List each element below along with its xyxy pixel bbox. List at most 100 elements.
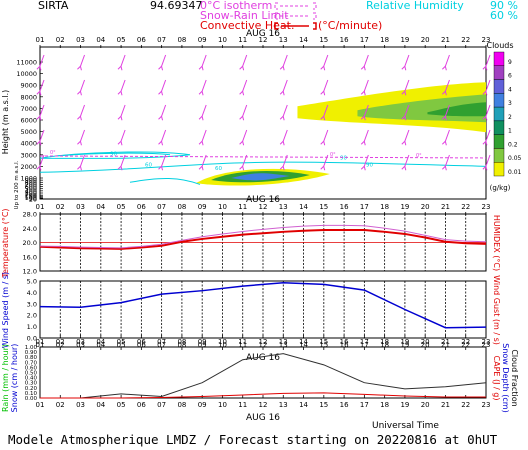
hour-tick-label: 22 — [461, 401, 470, 409]
wind-arrow — [441, 129, 450, 146]
hour-tick-label: 19 — [400, 338, 409, 346]
hour-tick-label: 01 — [36, 401, 45, 409]
wind-arrow-shaft — [363, 154, 369, 167]
wind-arrow-shaft — [444, 104, 450, 117]
hour-tick-label: 09 — [198, 203, 207, 211]
wind-arrow-shaft — [404, 129, 410, 142]
wind-arrow-head — [482, 165, 488, 171]
height-tick-label: 9000 — [20, 82, 37, 90]
upper-cloud-core-dense — [427, 102, 486, 117]
wind-arrow-shaft — [485, 104, 491, 117]
wind-arrow — [158, 154, 167, 171]
hour-tick-label: 11 — [238, 401, 247, 409]
wind-arrow-shaft — [120, 104, 126, 117]
colorbar-swatch — [493, 79, 505, 94]
wind-arrow-head — [320, 90, 326, 96]
hour-tick-label: 09 — [198, 341, 207, 349]
wind-arrow-head — [77, 165, 82, 171]
wind-arrow — [77, 104, 86, 121]
wind-arrow — [279, 104, 288, 121]
hour-tick-label: 23 — [482, 401, 491, 409]
wind-arrow-shaft — [363, 79, 369, 92]
hour-tick-label: 18 — [380, 341, 389, 349]
cloud-fraction-line — [40, 353, 487, 399]
wind-arrow-head — [279, 65, 285, 71]
forecast-title: Modele Atmospherique LMDZ / Forecast sta… — [8, 432, 498, 447]
wind-arrow — [117, 129, 126, 146]
rain-tick-label: 0.50 — [25, 371, 38, 377]
wind-arrow-head — [36, 115, 42, 121]
hour-tick-label: 14 — [299, 203, 308, 211]
hour-tick-label: 20 — [421, 401, 430, 409]
rh-contour-90-inner — [54, 152, 171, 157]
hour-tick-label: 20 — [421, 338, 430, 346]
wind-arrow-head — [198, 165, 204, 171]
wind-arrow — [482, 104, 491, 121]
wind-arrow — [320, 54, 329, 71]
hour-tick-label: 23 — [482, 341, 491, 349]
wind-tick-label: 3.0 — [27, 300, 37, 308]
hour-tick-label: 08 — [177, 341, 186, 349]
wind-arrow — [401, 54, 410, 71]
hour-tick-label: 02 — [56, 341, 65, 349]
hour-tick-label: 06 — [137, 36, 146, 44]
wind-arrow-head — [117, 90, 123, 96]
wind-arrow-shaft — [161, 104, 167, 117]
height-tick-label: 300 — [25, 190, 37, 198]
wind-arrow-head — [239, 165, 245, 171]
wind-arrow — [158, 104, 167, 121]
hour-tick-label: 18 — [380, 338, 389, 346]
wind-arrow-shaft — [323, 104, 329, 117]
hour-tick-label: 19 — [400, 341, 409, 349]
hour-tick-label: 21 — [441, 338, 450, 346]
wind-arrow-head — [158, 165, 164, 171]
wind-arrow — [117, 154, 126, 171]
hour-tick-label: 13 — [279, 401, 288, 409]
hour-tick-label: 16 — [340, 338, 349, 346]
wind-arrow — [482, 129, 491, 146]
hour-tick-label: 02 — [56, 338, 65, 346]
hour-tick-label: 08 — [177, 36, 186, 44]
wind-arrow — [158, 54, 167, 71]
colorbar-label: 0.2 — [508, 141, 518, 148]
wind-arrow — [401, 79, 410, 96]
hour-tick-label: 08 — [177, 401, 186, 409]
legend-rh: Relative Humidity — [366, 0, 464, 12]
isotherm-label: 0° — [416, 153, 422, 159]
wind-tick-label: 4.0 — [27, 289, 37, 297]
wind-arrow — [360, 54, 369, 71]
wind-arrow-shaft — [120, 79, 126, 92]
isotherm-line — [39, 155, 487, 159]
wind-arrow-shaft — [323, 129, 329, 142]
hour-tick-label: 21 — [441, 401, 450, 409]
hour-tick-label: 16 — [340, 36, 349, 44]
hour-tick-label: 19 — [400, 401, 409, 409]
rain-tick-label: 0.00 — [25, 396, 38, 402]
hour-tick-label: 03 — [76, 341, 85, 349]
wind-arrow-shaft — [161, 154, 167, 167]
hour-tick-label: 20 — [421, 36, 430, 44]
wind-arrow — [117, 104, 126, 121]
hour-tick-label: 06 — [137, 203, 146, 211]
wind-arrow-head — [441, 165, 447, 171]
wind-arrow-shaft — [79, 79, 86, 92]
wind-arrow-shaft — [404, 79, 410, 92]
wind-arrow — [279, 154, 288, 171]
hour-tick-label: 15 — [319, 203, 328, 211]
rh-contour-label: 60 — [215, 166, 222, 172]
height-tick-label: 700 — [25, 181, 37, 189]
height-tick-label: 6000 — [20, 117, 37, 125]
rh-60-label: 60 % — [490, 9, 518, 22]
rh-contour-60 — [39, 161, 487, 173]
wind-arrow-head — [77, 140, 82, 146]
wind-arrow-head — [360, 90, 366, 96]
hour-tick-label: 05 — [117, 341, 126, 349]
wind-arrow-head — [279, 90, 285, 96]
wind-arrow-shaft — [485, 154, 491, 167]
wind-arrow — [360, 104, 369, 121]
hour-tick-label: 17 — [360, 338, 369, 346]
colorbar-label: 2 — [508, 114, 512, 121]
wind-arrow-shaft — [485, 129, 491, 142]
wind-arrow-shaft — [444, 129, 450, 142]
wind-arrow — [360, 79, 369, 96]
